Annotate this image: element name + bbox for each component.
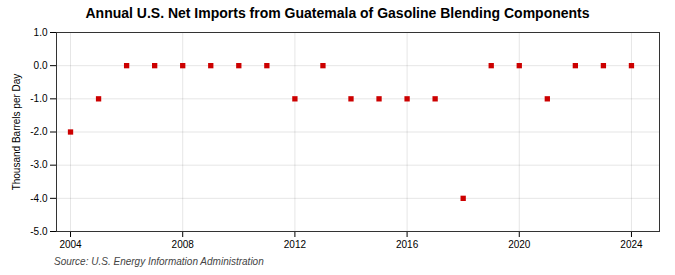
svg-text:Thousand Barrels per Day: Thousand Barrels per Day [11,74,22,191]
svg-text:-3.0: -3.0 [30,159,48,170]
svg-text:2020: 2020 [508,239,531,250]
svg-text:0.0: 0.0 [34,60,48,71]
html-text:Source: U.S. Energy Informatio: Source: U.S. Energy Information Administ… [54,256,264,267]
svg-text:2004: 2004 [59,239,82,250]
svg-text:-4.0: -4.0 [30,193,48,204]
svg-text:2024: 2024 [620,239,643,250]
svg-text:-5.0: -5.0 [30,226,48,237]
svg-text:-1.0: -1.0 [30,93,48,104]
svg-text:2016: 2016 [396,239,419,250]
svg-text:2008: 2008 [172,239,195,250]
svg-text:-2.0: -2.0 [30,126,48,137]
html-text:Annual U.S. Net Imports from G: Annual U.S. Net Imports from Guatemala o… [85,5,590,21]
svg-text:2012: 2012 [284,239,307,250]
svg-text:1.0: 1.0 [34,27,48,38]
